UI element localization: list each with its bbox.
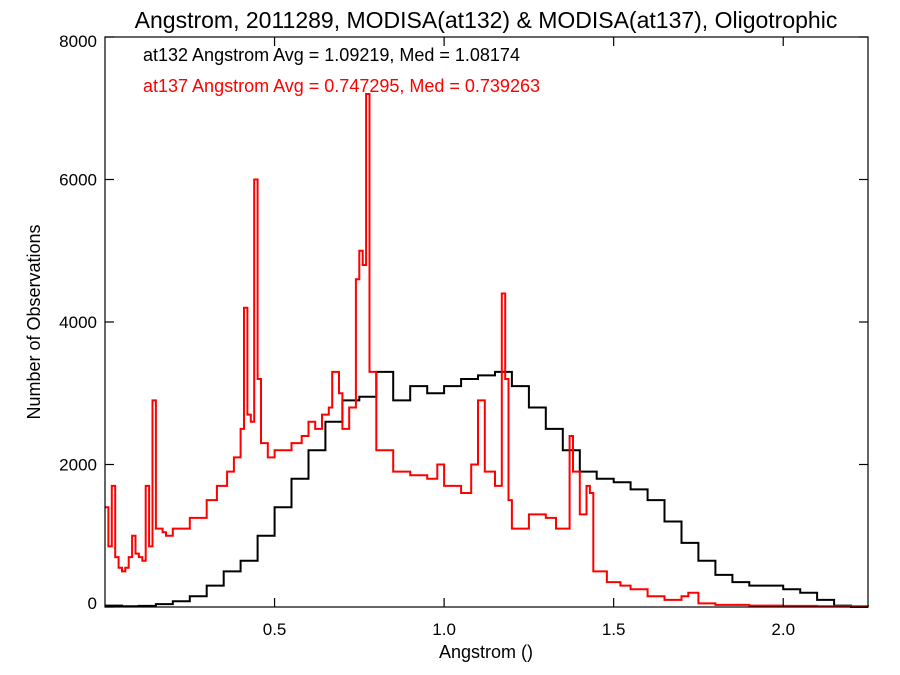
x-tick-labels: 0.5 1.0 1.5 2.0 (263, 620, 795, 639)
y-axis-label: Number of Observations (24, 224, 44, 419)
y-tick-label: 0 (88, 594, 97, 613)
axis-ticks (105, 36, 868, 608)
chart-title: Angstrom, 2011289, MODISA(at132) & MODIS… (135, 7, 838, 33)
x-axis-label: Angstrom () (439, 642, 533, 662)
x-tick-label: 2.0 (771, 620, 795, 639)
x-tick-label: 0.5 (263, 620, 287, 639)
y-tick-labels: 0 2000 4000 6000 8000 (59, 32, 97, 613)
plot-frame (104, 36, 869, 608)
y-tick-label: 4000 (59, 313, 97, 332)
series-line-0 (105, 370, 868, 608)
y-tick-label: 6000 (59, 171, 97, 190)
y-tick-label: 2000 (59, 456, 97, 475)
annotation-at137-stats: at137 Angstrom Avg = 0.747295, Med = 0.7… (143, 76, 540, 96)
annotation-at132-stats: at132 Angstrom Avg = 1.09219, Med = 1.08… (143, 45, 520, 65)
x-tick-label: 1.0 (432, 620, 456, 639)
x-tick-label: 1.5 (602, 620, 626, 639)
series-line-1 (105, 93, 869, 608)
y-tick-label: 8000 (59, 32, 97, 51)
